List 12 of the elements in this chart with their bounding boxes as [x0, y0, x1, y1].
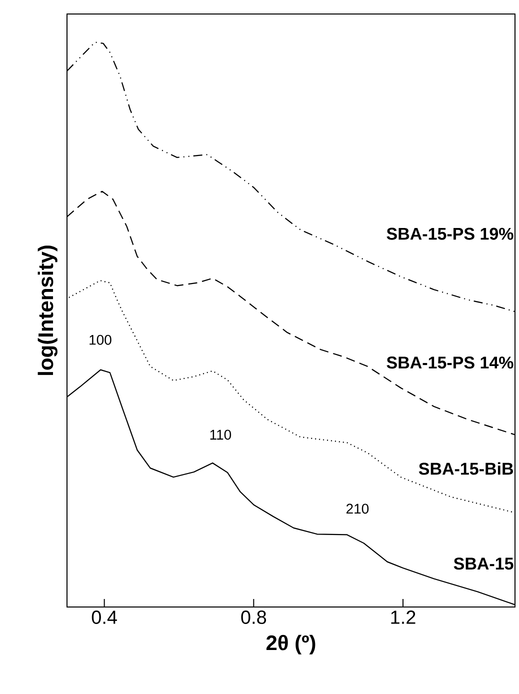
annotation: 210 — [346, 504, 369, 514]
series-label: SBA-15-BiB — [418, 462, 514, 475]
x-axis-title: 2θ (º) — [266, 634, 316, 654]
series-label: SBA-15-PS 14% — [386, 356, 514, 369]
series-label: SBA-15-PS 19% — [386, 228, 514, 240]
annotation: 100 — [90, 334, 112, 345]
series-label: SBA-15 — [454, 558, 514, 570]
x-tick-label: 0.4 — [92, 610, 117, 624]
y-axis-title: log(Intensity) — [38, 246, 58, 375]
annotation: 110 — [210, 430, 232, 440]
x-tick-label: 0.8 — [241, 610, 266, 624]
x-tick-label: 1.2 — [391, 610, 416, 624]
